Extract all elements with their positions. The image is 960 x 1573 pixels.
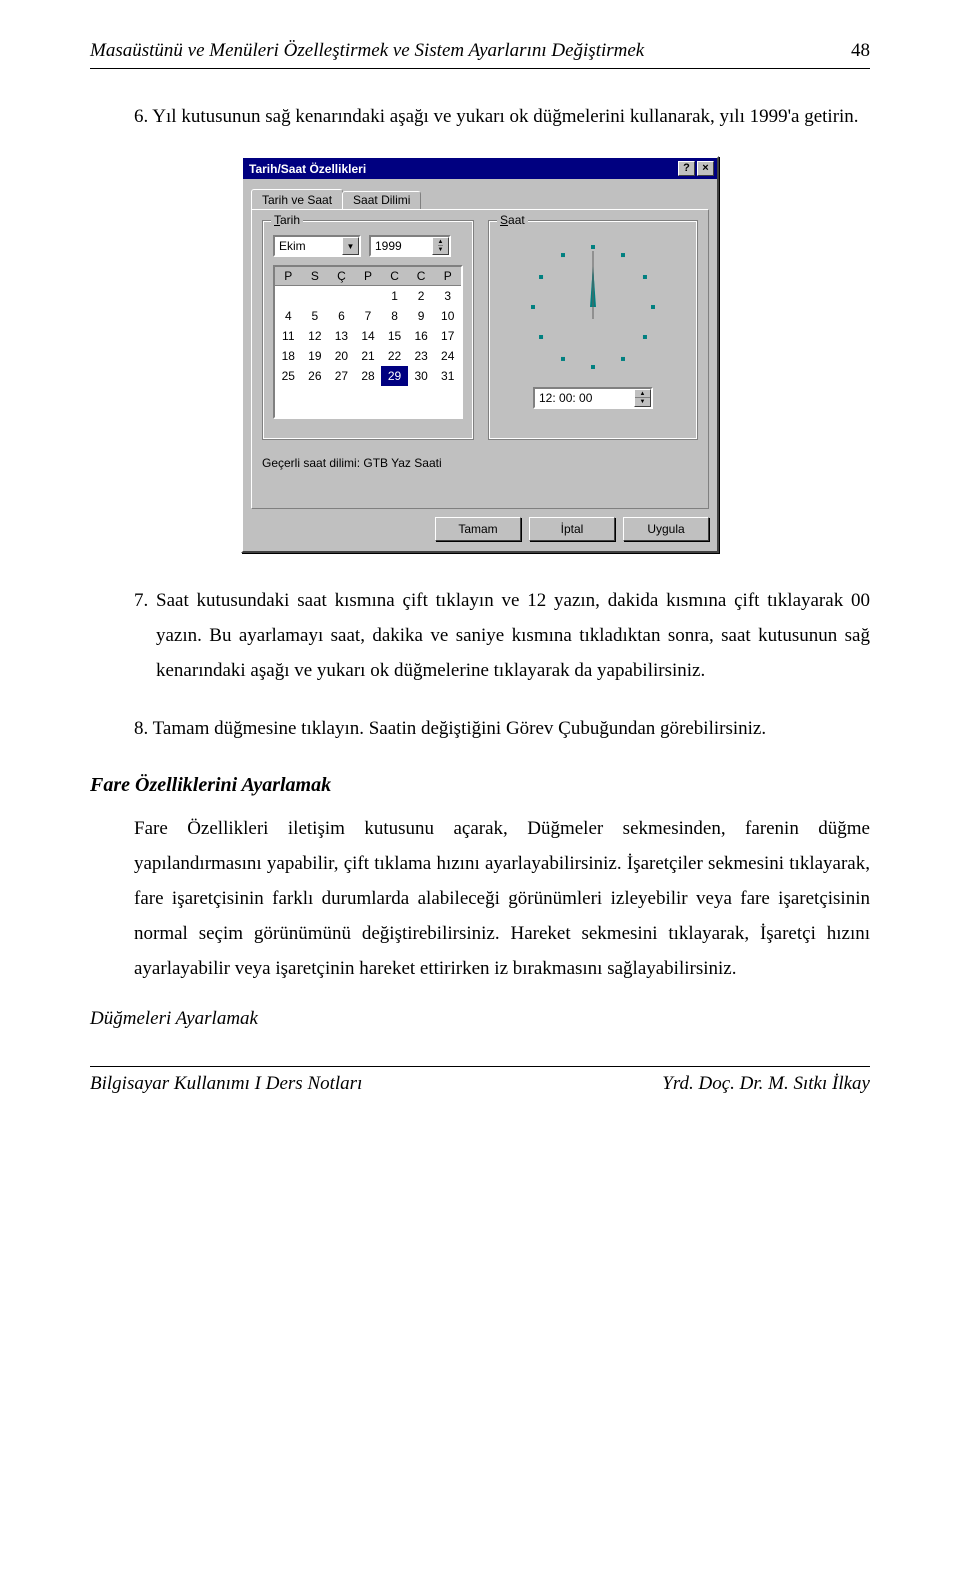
calendar-day[interactable]: 28: [355, 366, 382, 386]
calendar-day[interactable]: 5: [302, 306, 329, 326]
header-rule: [90, 68, 870, 69]
calendar-day[interactable]: 19: [302, 346, 329, 366]
calendar[interactable]: PSÇPCCP 12345678910111213141516171819202…: [273, 265, 463, 419]
footer-right: Yrd. Doç. Dr. M. Sıtkı İlkay: [662, 1073, 870, 1095]
calendar-day[interactable]: 22: [381, 346, 408, 366]
time-field[interactable]: 12: 00: 00 ▲▼: [533, 387, 653, 409]
month-combo[interactable]: Ekim ▼: [273, 235, 361, 257]
calendar-day: [328, 286, 355, 306]
timezone-label: Geçerli saat dilimi: GTB Yaz Saati: [262, 456, 698, 470]
calendar-day[interactable]: 17: [434, 326, 461, 346]
time-value: 12: 00: 00: [539, 391, 592, 405]
calendar-day[interactable]: 12: [302, 326, 329, 346]
step-6: 6. Yıl kutusunun sağ kenarındaki aşağı v…: [134, 99, 870, 134]
calendar-day: [302, 286, 329, 306]
tab-date-time[interactable]: Tarih ve Saat: [251, 189, 343, 211]
chevron-down-icon[interactable]: ▼: [342, 237, 359, 255]
page-header-title: Masaüstünü ve Menüleri Özelleştirmek ve …: [90, 40, 644, 62]
step-7: 7. Saat kutusundaki saat kısmına çift tı…: [134, 583, 870, 688]
calendar-day[interactable]: 15: [381, 326, 408, 346]
calendar-day: [275, 286, 302, 306]
calendar-day[interactable]: 10: [434, 306, 461, 326]
calendar-day[interactable]: 2: [408, 286, 435, 306]
calendar-day[interactable]: 4: [275, 306, 302, 326]
time-group-label: Saat: [497, 213, 528, 227]
date-group: Tarih Ekim ▼ 1999 ▲▼ PS: [262, 220, 474, 440]
calendar-day[interactable]: 26: [302, 366, 329, 386]
calendar-day[interactable]: 18: [275, 346, 302, 366]
section-mouse-properties: Fare Özelliklerini Ayarlamak: [90, 774, 870, 797]
calendar-day[interactable]: 6: [328, 306, 355, 326]
calendar-day[interactable]: 11: [275, 326, 302, 346]
calendar-day[interactable]: 16: [408, 326, 435, 346]
calendar-day[interactable]: 8: [381, 306, 408, 326]
calendar-day[interactable]: 30: [408, 366, 435, 386]
weekday-header: P: [355, 267, 382, 285]
tab-panel: Tarih Ekim ▼ 1999 ▲▼ PS: [251, 209, 709, 509]
weekday-header: S: [302, 267, 329, 285]
calendar-day[interactable]: 27: [328, 366, 355, 386]
titlebar: Tarih/Saat Özellikleri ? ×: [243, 158, 717, 179]
calendar-day[interactable]: 21: [355, 346, 382, 366]
mouse-properties-paragraph: Fare Özellikleri iletişim kutusunu açara…: [134, 811, 870, 987]
month-value: Ekim: [279, 239, 306, 253]
step-8: 8. Tamam düğmesine tıklayın. Saatin deği…: [134, 711, 870, 746]
section-buttons-adjust: Düğmeleri Ayarlamak: [90, 1008, 870, 1030]
calendar-day[interactable]: 7: [355, 306, 382, 326]
weekday-header: P: [434, 267, 461, 285]
year-spin-arrows[interactable]: ▲▼: [432, 237, 449, 255]
weekday-header: P: [275, 267, 302, 285]
datetime-dialog: Tarih/Saat Özellikleri ? × Tarih ve Saat…: [241, 156, 719, 553]
apply-button[interactable]: Uygula: [623, 517, 709, 541]
calendar-day[interactable]: 20: [328, 346, 355, 366]
calendar-day[interactable]: 13: [328, 326, 355, 346]
time-group: Saat 12: 00: 00 ▲▼: [488, 220, 698, 440]
calendar-day[interactable]: 1: [381, 286, 408, 306]
footer-rule: [90, 1066, 870, 1067]
calendar-day[interactable]: 25: [275, 366, 302, 386]
calendar-day[interactable]: 23: [408, 346, 435, 366]
weekday-header: C: [408, 267, 435, 285]
close-button[interactable]: ×: [697, 161, 714, 176]
year-spinner[interactable]: 1999 ▲▼: [369, 235, 451, 257]
cancel-button[interactable]: İptal: [529, 517, 615, 541]
calendar-day[interactable]: 24: [434, 346, 461, 366]
calendar-day[interactable]: 9: [408, 306, 435, 326]
calendar-day: [355, 286, 382, 306]
date-group-label: Tarih: [271, 213, 303, 227]
calendar-day[interactable]: 29: [381, 366, 408, 386]
calendar-day[interactable]: 31: [434, 366, 461, 386]
footer-left: Bilgisayar Kullanımı I Ders Notları: [90, 1073, 362, 1095]
weekday-header: C: [381, 267, 408, 285]
calendar-day[interactable]: 14: [355, 326, 382, 346]
ok-button[interactable]: Tamam: [435, 517, 521, 541]
time-spin-arrows[interactable]: ▲▼: [634, 389, 651, 407]
weekday-header: Ç: [328, 267, 355, 285]
year-value: 1999: [375, 239, 402, 253]
analog-clock: [508, 235, 678, 385]
calendar-day[interactable]: 3: [434, 286, 461, 306]
dialog-title: Tarih/Saat Özellikleri: [246, 162, 676, 176]
help-button[interactable]: ?: [678, 161, 695, 176]
page-number: 48: [851, 40, 870, 62]
